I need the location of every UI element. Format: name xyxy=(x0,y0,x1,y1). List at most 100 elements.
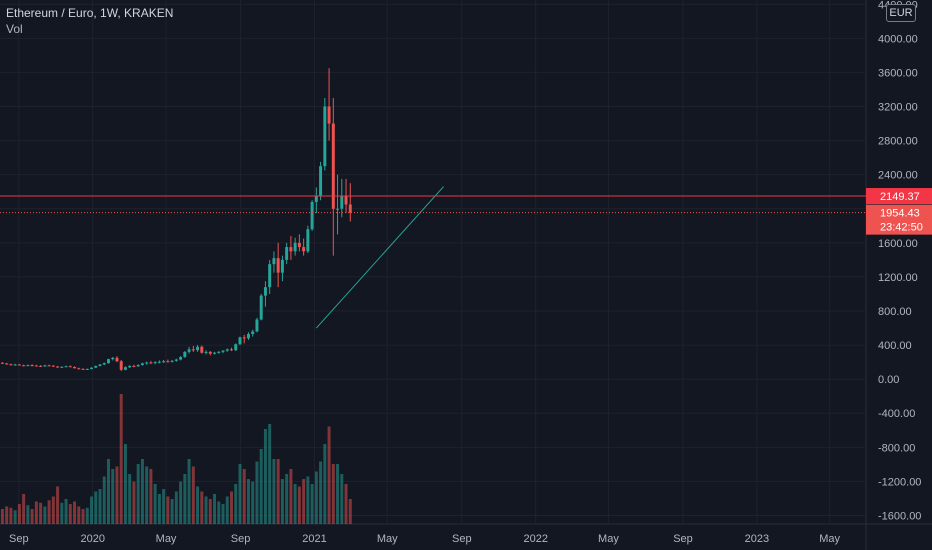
candle-body xyxy=(30,365,34,367)
volume-bar xyxy=(174,491,178,524)
candle-body xyxy=(268,264,272,288)
candle-body xyxy=(348,204,352,213)
candle-body xyxy=(323,106,327,167)
x-tick-label: 2021 xyxy=(302,533,326,545)
volume-bar xyxy=(94,491,98,524)
candle-body xyxy=(51,365,55,367)
time-axis[interactable]: Sep 2020 May Sep 2021 May Sep 2022 May Sep 2023 May xyxy=(9,533,841,545)
volume-bar xyxy=(306,476,310,524)
volume-bar xyxy=(340,474,344,524)
y-tick-label: 2400.00 xyxy=(878,170,918,182)
candle-body xyxy=(183,351,187,358)
symbol-title[interactable]: Ethereum / Euro, 1W, KRAKEN xyxy=(6,6,174,20)
candle-body xyxy=(259,295,263,320)
candle-body xyxy=(94,365,98,368)
volume-bar xyxy=(204,496,208,524)
volume-bar xyxy=(102,476,106,524)
price-axis[interactable]: 4400.004000.003600.003200.002800.002400.… xyxy=(878,0,921,522)
volume-bar xyxy=(323,444,327,524)
y-tick-label: -400.00 xyxy=(878,408,915,420)
candle-body xyxy=(263,287,267,296)
candle-body xyxy=(179,357,183,360)
trendline xyxy=(315,186,444,329)
volume-bar xyxy=(302,479,306,524)
candle-body xyxy=(191,349,195,351)
x-tick-label: May xyxy=(819,533,840,545)
volume-bar xyxy=(51,496,55,524)
candle-body xyxy=(331,123,335,209)
candle-body xyxy=(255,319,259,332)
y-tick-label: 400.00 xyxy=(878,340,912,352)
x-tick-label: 2022 xyxy=(523,533,547,545)
volume-bar xyxy=(263,429,267,524)
volume-bar xyxy=(255,461,259,524)
candle-body xyxy=(310,201,314,230)
candle-body xyxy=(225,349,229,351)
volume-bar xyxy=(336,464,340,524)
volume-bar xyxy=(39,502,43,524)
volume-bar xyxy=(149,469,153,524)
volume-bar xyxy=(217,501,221,524)
volume-bar xyxy=(30,509,34,524)
y-tick-label: 4000.00 xyxy=(878,33,918,45)
candle-body xyxy=(68,366,72,368)
volume-bar xyxy=(115,466,119,524)
volume-bar xyxy=(166,496,170,524)
candle-body xyxy=(314,195,318,202)
candle-body xyxy=(280,259,284,273)
volume-bar xyxy=(119,394,123,524)
volume-bar xyxy=(111,469,115,524)
volume-bar xyxy=(327,426,331,524)
volume-bar xyxy=(272,459,276,524)
candle-body xyxy=(115,357,119,362)
candle-body xyxy=(22,365,26,367)
x-tick-label: Sep xyxy=(452,533,472,545)
volume-bar xyxy=(242,469,246,524)
candlestick-series xyxy=(0,68,352,372)
volume-bar xyxy=(123,444,127,524)
volume-bar xyxy=(98,489,102,524)
last-price-label: 1954.43 xyxy=(880,208,920,220)
volume-bar xyxy=(183,474,187,524)
currency-badge[interactable]: EUR xyxy=(886,4,916,22)
volume-bar xyxy=(60,502,64,524)
candle-body xyxy=(162,361,166,363)
candle-body xyxy=(319,166,323,196)
candle-body xyxy=(170,360,174,362)
volume-bar xyxy=(140,459,144,524)
volume-bar xyxy=(22,494,26,524)
volume-bar xyxy=(85,507,89,524)
volume-bar xyxy=(297,486,301,524)
volume-indicator-label[interactable]: Vol xyxy=(6,22,23,36)
candle-body xyxy=(272,258,276,265)
candle-body xyxy=(81,368,85,370)
y-tick-label: -1600.00 xyxy=(878,510,921,522)
candle-body xyxy=(196,346,200,351)
candle-body xyxy=(90,367,93,369)
candle-body xyxy=(64,366,68,368)
candle-body xyxy=(123,367,127,370)
candle-body xyxy=(166,361,170,363)
candle-body xyxy=(153,362,157,364)
x-tick-label: May xyxy=(377,533,398,545)
candle-body xyxy=(140,363,144,366)
volume-bar xyxy=(47,500,51,524)
candle-body xyxy=(5,363,9,365)
candle-body xyxy=(242,337,246,339)
volume-bar xyxy=(26,505,30,524)
volume-bar xyxy=(200,491,204,524)
candle-body xyxy=(344,195,348,205)
volume-bar xyxy=(68,504,72,524)
candle-body xyxy=(47,365,51,367)
volume-bar xyxy=(179,481,183,524)
volume-bar xyxy=(225,496,229,524)
candle-body xyxy=(246,333,250,339)
volume-bar xyxy=(128,474,132,524)
candle-body xyxy=(340,195,344,209)
candle-body xyxy=(0,362,4,364)
volume-bar xyxy=(285,474,289,524)
volume-bar xyxy=(13,510,17,524)
candle-body xyxy=(297,242,301,248)
volume-bar xyxy=(9,507,13,524)
